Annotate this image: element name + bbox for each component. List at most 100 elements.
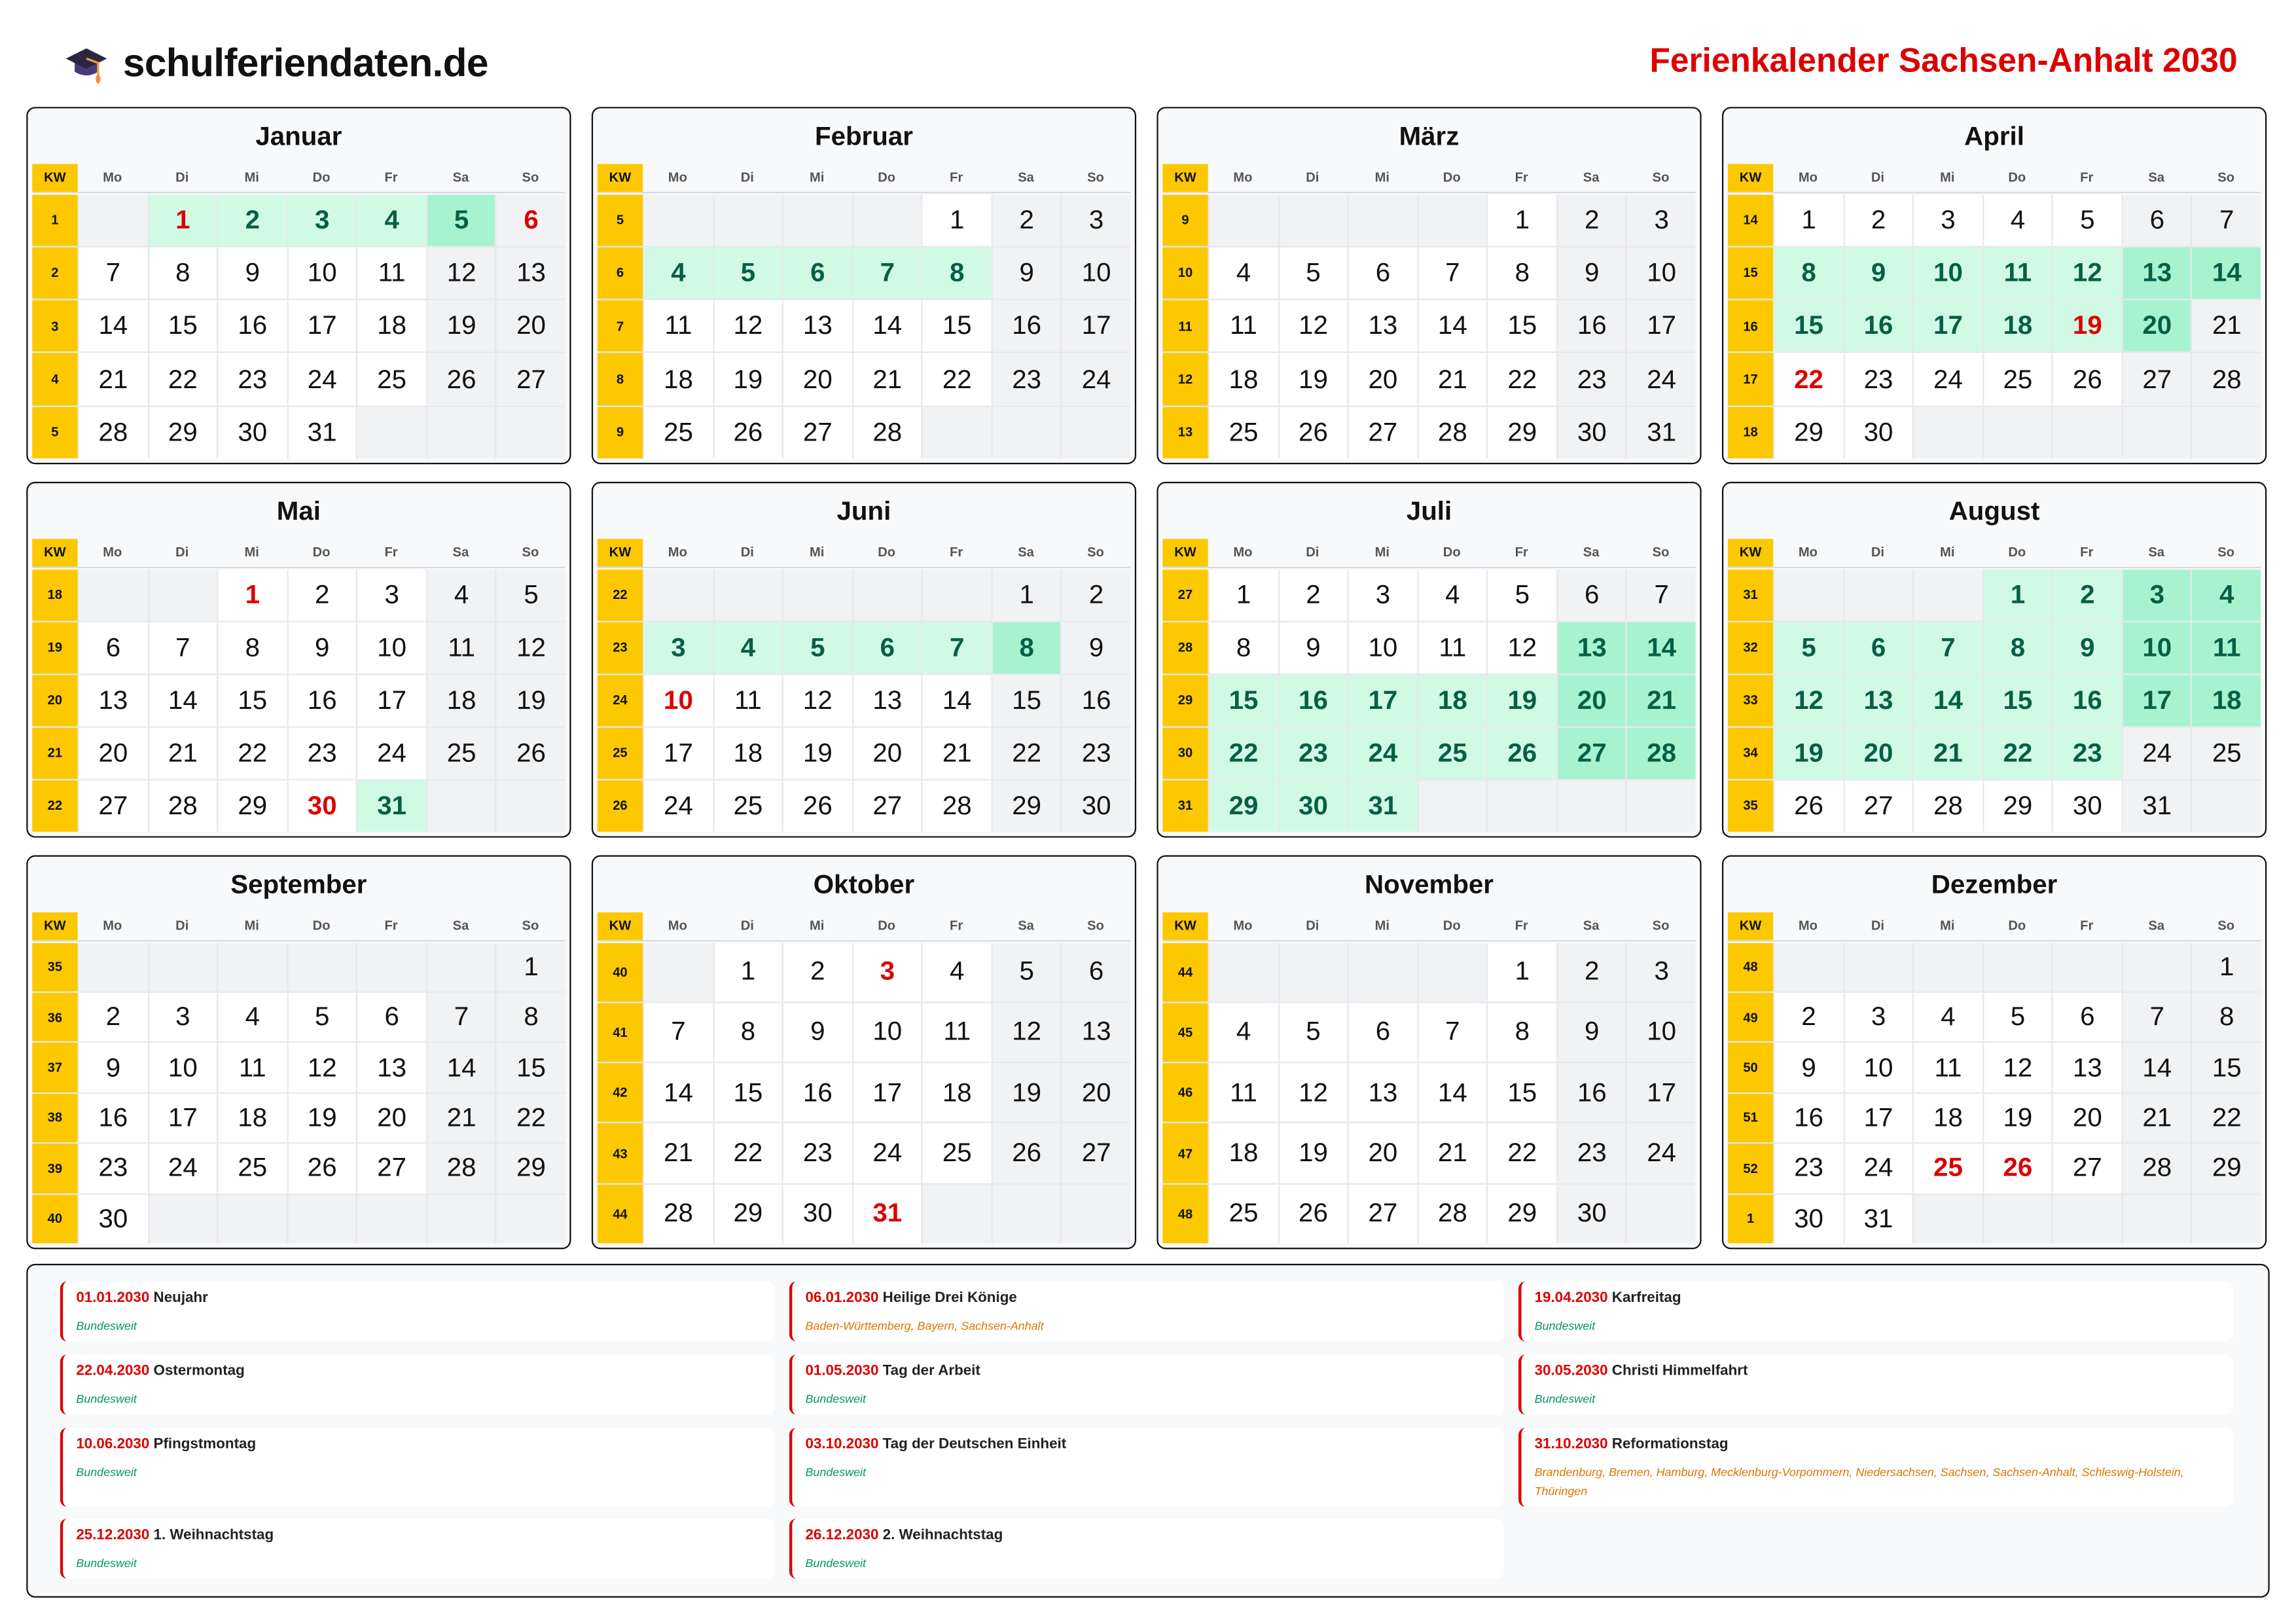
day-cell[interactable]: 12 [1278, 300, 1348, 352]
day-cell[interactable]: 13 [1347, 300, 1418, 352]
day-cell[interactable]: 27 [782, 406, 852, 459]
day-cell[interactable]: 12 [1982, 1043, 2053, 1092]
day-cell[interactable]: 11 [217, 1043, 287, 1092]
day-cell[interactable]: 12 [2052, 247, 2122, 299]
day-cell[interactable]: 8 [495, 992, 565, 1042]
day-cell[interactable]: 2 [1278, 569, 1348, 621]
day-cell[interactable]: 7 [1417, 247, 1487, 299]
day-cell[interactable]: 30 [217, 406, 287, 459]
day-cell[interactable]: 17 [1626, 1063, 1696, 1123]
day-cell[interactable]: 26 [2052, 353, 2122, 406]
day-cell[interactable]: 26 [991, 1123, 1061, 1183]
day-cell[interactable]: 17 [1626, 300, 1696, 352]
day-cell[interactable]: 3 [1842, 992, 1913, 1042]
day-cell[interactable]: 5 [712, 247, 783, 299]
day-cell[interactable]: 20 [2052, 1093, 2122, 1143]
day-cell[interactable]: 21 [1417, 353, 1487, 406]
day-cell[interactable]: 12 [1486, 621, 1556, 674]
day-cell[interactable]: 9 [1278, 621, 1348, 674]
day-cell[interactable]: 13 [77, 674, 148, 727]
day-cell[interactable]: 9 [77, 1043, 148, 1092]
day-cell[interactable]: 16 [1060, 674, 1131, 727]
day-cell[interactable]: 21 [2121, 1093, 2191, 1143]
day-cell[interactable]: 27 [356, 1144, 426, 1193]
day-cell[interactable]: 5 [1982, 992, 2053, 1042]
day-cell[interactable]: 1 [147, 194, 217, 246]
day-cell[interactable]: 10 [356, 621, 426, 674]
day-cell[interactable]: 5 [991, 942, 1061, 1001]
day-cell[interactable]: 26 [286, 1144, 357, 1193]
day-cell[interactable]: 26 [1486, 727, 1556, 779]
day-cell[interactable]: 27 [1347, 1184, 1418, 1244]
day-cell[interactable]: 29 [147, 406, 217, 459]
day-cell[interactable]: 14 [147, 674, 217, 727]
day-cell[interactable]: 22 [2191, 1093, 2261, 1143]
day-cell[interactable]: 6 [2052, 992, 2122, 1042]
day-cell[interactable]: 14 [425, 1043, 496, 1092]
day-cell[interactable]: 13 [1060, 1003, 1131, 1062]
day-cell[interactable]: 10 [1842, 1043, 1913, 1092]
day-cell[interactable]: 1 [712, 942, 783, 1001]
day-cell[interactable]: 13 [356, 1043, 426, 1092]
day-cell[interactable]: 9 [991, 247, 1061, 299]
day-cell[interactable]: 22 [1208, 727, 1278, 779]
day-cell[interactable]: 5 [1278, 1003, 1348, 1062]
day-cell[interactable]: 9 [1842, 247, 1913, 299]
day-cell[interactable]: 3 [1060, 194, 1131, 246]
day-cell[interactable]: 15 [2191, 1043, 2261, 1092]
day-cell[interactable]: 2 [782, 942, 852, 1001]
day-cell[interactable]: 23 [77, 1144, 148, 1193]
day-cell[interactable]: 10 [1626, 247, 1696, 299]
day-cell[interactable]: 5 [1486, 569, 1556, 621]
day-cell[interactable]: 4 [643, 247, 713, 299]
day-cell[interactable]: 11 [1912, 1043, 1982, 1092]
day-cell[interactable]: 29 [217, 780, 287, 832]
day-cell[interactable]: 9 [286, 621, 357, 674]
day-cell[interactable]: 21 [1626, 674, 1696, 727]
day-cell[interactable]: 21 [921, 727, 992, 779]
day-cell[interactable]: 11 [2191, 621, 2261, 674]
day-cell[interactable]: 9 [1556, 1003, 1626, 1062]
day-cell[interactable]: 19 [425, 300, 496, 352]
day-cell[interactable]: 16 [1278, 674, 1348, 727]
day-cell[interactable]: 24 [852, 1123, 922, 1183]
day-cell[interactable]: 27 [495, 353, 565, 406]
day-cell[interactable]: 28 [425, 1144, 496, 1193]
day-cell[interactable]: 2 [217, 194, 287, 246]
day-cell[interactable]: 4 [712, 621, 783, 674]
day-cell[interactable]: 22 [1486, 353, 1556, 406]
day-cell[interactable]: 27 [1060, 1123, 1131, 1183]
day-cell[interactable]: 24 [147, 1144, 217, 1193]
day-cell[interactable]: 25 [217, 1144, 287, 1193]
day-cell[interactable]: 5 [425, 194, 496, 246]
day-cell[interactable]: 7 [2191, 194, 2261, 246]
day-cell[interactable]: 16 [1842, 300, 1913, 352]
day-cell[interactable]: 16 [782, 1063, 852, 1123]
day-cell[interactable]: 6 [495, 194, 565, 246]
day-cell[interactable]: 10 [1626, 1003, 1696, 1062]
day-cell[interactable]: 23 [2052, 727, 2122, 779]
day-cell[interactable]: 6 [356, 992, 426, 1042]
day-cell[interactable]: 2 [1556, 194, 1626, 246]
day-cell[interactable]: 23 [1556, 1123, 1626, 1183]
day-cell[interactable]: 14 [852, 300, 922, 352]
day-cell[interactable]: 15 [1486, 300, 1556, 352]
day-cell[interactable]: 29 [2191, 1144, 2261, 1193]
day-cell[interactable]: 19 [782, 727, 852, 779]
day-cell[interactable]: 12 [1773, 674, 1843, 727]
day-cell[interactable]: 6 [77, 621, 148, 674]
day-cell[interactable]: 15 [147, 300, 217, 352]
day-cell[interactable]: 13 [1842, 674, 1913, 727]
day-cell[interactable]: 23 [1556, 353, 1626, 406]
day-cell[interactable]: 25 [1208, 1184, 1278, 1244]
day-cell[interactable]: 26 [495, 727, 565, 779]
day-cell[interactable]: 11 [356, 247, 426, 299]
day-cell[interactable]: 28 [921, 780, 992, 832]
day-cell[interactable]: 18 [356, 300, 426, 352]
day-cell[interactable]: 28 [147, 780, 217, 832]
day-cell[interactable]: 13 [1347, 1063, 1418, 1123]
day-cell[interactable]: 8 [1486, 1003, 1556, 1062]
brand[interactable]: schulferiendaten.de [64, 41, 488, 86]
day-cell[interactable]: 14 [1417, 1063, 1487, 1123]
day-cell[interactable]: 20 [1347, 1123, 1418, 1183]
